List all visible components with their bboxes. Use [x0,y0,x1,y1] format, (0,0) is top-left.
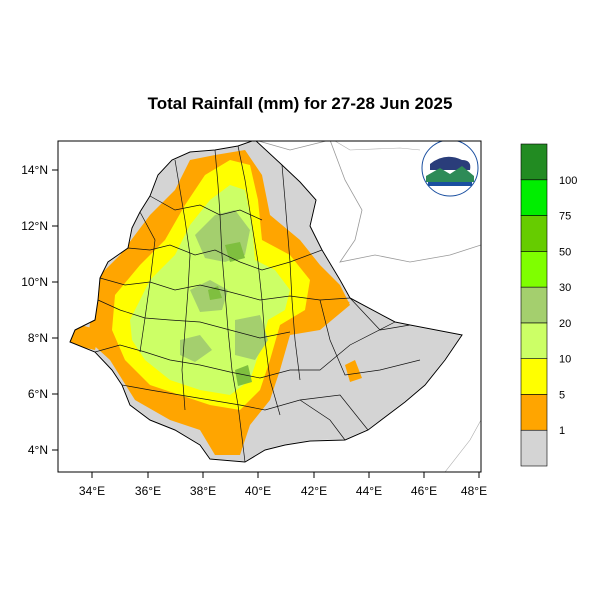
colorbar-label: 5 [559,389,565,401]
lat-label: 8°N [28,331,48,345]
map-area [58,141,481,472]
colorbar-swatch [520,394,548,431]
colorbar-swatch [520,358,548,395]
lat-label: 12°N [21,219,48,233]
colorbar-label: 20 [559,318,571,330]
colorbar: 1 5 10 20 30 50 75 100 [520,143,577,467]
colorbar-label: 1 [559,425,565,437]
lon-label: 34°E [79,484,105,498]
colorbar-swatch [520,251,548,288]
colorbar-label: 100 [559,175,577,187]
admin-boundaries [94,145,421,463]
lat-label: 4°N [28,443,48,457]
axis-ticks [52,169,480,478]
colorbar-swatch [520,322,548,359]
country-border [69,141,463,463]
lon-label: 46°E [411,484,437,498]
lon-label: 38°E [190,484,216,498]
lon-label: 40°E [245,484,271,498]
lat-label: 6°N [28,387,48,401]
colorbar-label: 75 [559,211,571,223]
colorbar-swatch [520,215,548,252]
colorbar-label: 50 [559,246,571,258]
colorbar-swatch [520,429,548,467]
colorbar-label: 30 [559,282,571,294]
coastline [257,141,481,263]
colorbar-label: 10 [559,354,571,366]
lon-label: 44°E [356,484,382,498]
map-frame [57,140,482,473]
lon-label: 36°E [135,484,161,498]
lat-label: 14°N [21,163,48,177]
lon-labels: 34°E 36°E 38°E 40°E 42°E 44°E 46°E 48°E [79,484,487,498]
lon-label: 42°E [301,484,327,498]
agency-logo [421,141,479,197]
colorbar-swatch [520,143,548,181]
colorbar-swatch [520,179,548,216]
colorbar-swatch [520,286,548,324]
rainfall-fields [70,150,362,455]
lat-labels: 14°N 12°N 10°N 8°N 6°N 4°N [21,163,48,457]
lat-label: 10°N [21,275,48,289]
lon-label: 48°E [461,484,487,498]
map-title: Total Rainfall (mm) for 27-28 Jun 2025 [147,94,453,113]
